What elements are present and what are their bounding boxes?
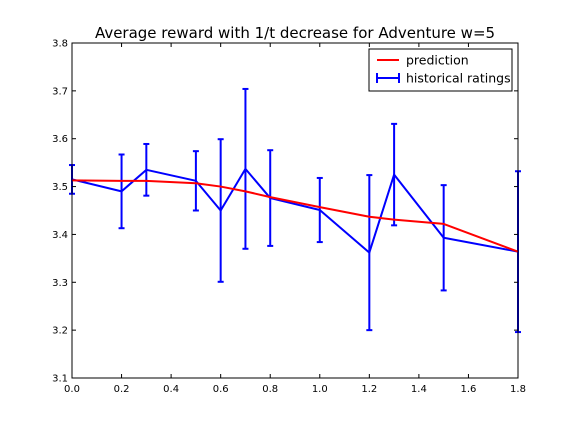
y-tick-label: 3.3 xyxy=(52,278,68,289)
prediction-line xyxy=(72,179,518,253)
plot-frame xyxy=(71,42,519,379)
y-tick-label: 3.1 xyxy=(52,374,68,385)
chart-title: Average reward with 1/t decrease for Adv… xyxy=(95,24,495,42)
y-tick-label: 3.5 xyxy=(52,182,68,193)
legend: prediction historical ratings xyxy=(368,48,513,92)
x-tick-label: 0.0 xyxy=(64,384,80,395)
x-tick-label: 1.4 xyxy=(411,384,427,395)
x-tick-label: 1.0 xyxy=(312,384,328,395)
y-tick-label: 3.7 xyxy=(52,86,68,97)
y-tick-label: 3.2 xyxy=(52,326,68,337)
y-tick-label: 3.4 xyxy=(52,230,68,241)
historical-ratings-line xyxy=(72,167,518,254)
y-tick-label: 3.6 xyxy=(52,134,68,145)
y-tick-label: 3.8 xyxy=(52,39,68,50)
plot-area: 0.0 0.2 0.4 0.6 0.8 1.0 1.2 1.4 1.6 1.8 3.1 3.2 3.3 3… xyxy=(52,39,526,396)
x-tick-label: 1.6 xyxy=(460,384,476,395)
x-tick-label: 0.4 xyxy=(163,384,179,395)
legend-prediction-label: prediction xyxy=(406,53,469,68)
x-tick-label: 0.8 xyxy=(262,384,278,395)
legend-box xyxy=(368,48,513,92)
x-tick-label: 1.8 xyxy=(510,384,526,395)
legend-historical-label: historical ratings xyxy=(406,71,511,86)
x-tick-label: 1.2 xyxy=(361,384,377,395)
x-tick-label: 0.6 xyxy=(213,384,229,395)
x-tick-label: 0.2 xyxy=(114,384,130,395)
